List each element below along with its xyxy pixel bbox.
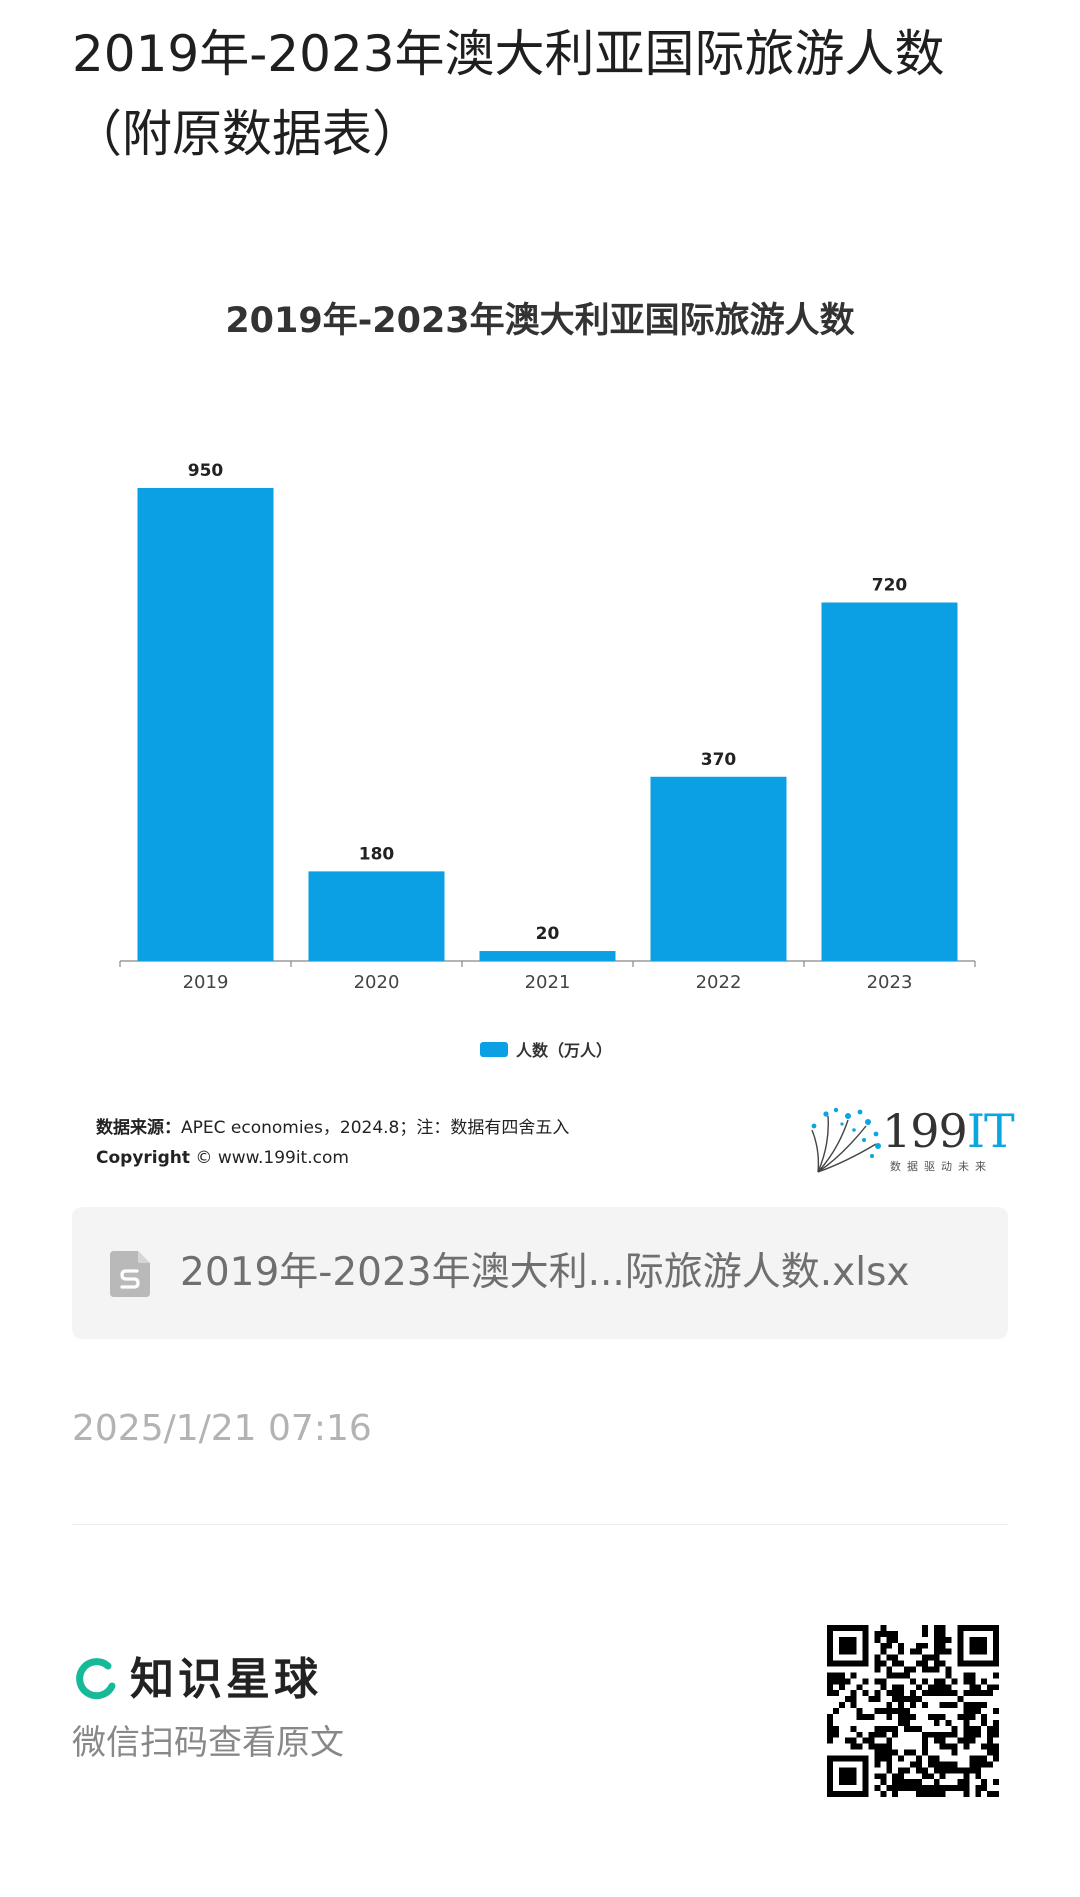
post-timestamp: 2025/1/21 07:16 bbox=[72, 1408, 372, 1449]
logo-wordmark: 199IT bbox=[882, 1104, 1015, 1158]
bar-2020 bbox=[308, 871, 445, 961]
x-tick-label-2020: 2020 bbox=[354, 972, 400, 993]
zsxq-logo-icon bbox=[76, 1658, 116, 1700]
scan-instruction: 微信扫码查看原文 bbox=[72, 1723, 344, 1763]
logo-199it: 199IT 数据驱动未来 bbox=[808, 1100, 1015, 1180]
bar-2019 bbox=[137, 488, 274, 961]
bar-2021 bbox=[479, 951, 616, 961]
divider bbox=[72, 1524, 1008, 1525]
data-label-2019: 950 bbox=[188, 461, 224, 481]
logo-dandelion-icon bbox=[811, 1107, 881, 1173]
data-label-2021: 20 bbox=[536, 924, 560, 944]
brand-name: 知识星球 bbox=[130, 1654, 322, 1705]
copyright-label: Copyright bbox=[96, 1148, 191, 1168]
data-label-2022: 370 bbox=[701, 750, 737, 770]
source-note: 数据来源：APEC economies，2024.8；注：数据有四舍五入 Cop… bbox=[96, 1113, 569, 1173]
data-label-2020: 180 bbox=[359, 844, 395, 864]
bar-chart: 2019年-2023年澳大利亚国际旅游人数 950 2019 180 2020 20 202… bbox=[0, 280, 1080, 1080]
legend-swatch bbox=[480, 1042, 508, 1057]
qr-code-icon[interactable] bbox=[827, 1625, 999, 1797]
attachment-file-name: 2019年-2023年澳大利...际旅游人数.xlsx bbox=[180, 1250, 910, 1295]
source-label: 数据来源： bbox=[96, 1118, 181, 1138]
x-tick-label-2022: 2022 bbox=[696, 972, 742, 993]
source-text: APEC economies，2024.8；注：数据有四舍五入 bbox=[181, 1118, 570, 1138]
x-tick-label-2021: 2021 bbox=[525, 972, 571, 993]
legend-label: 人数（万人） bbox=[516, 1041, 612, 1060]
bar-2022 bbox=[650, 776, 787, 961]
x-tick-label-2023: 2023 bbox=[867, 972, 913, 993]
attachment-card[interactable]: 2019年-2023年澳大利...际旅游人数.xlsx bbox=[72, 1207, 1008, 1339]
bar-2023 bbox=[821, 602, 958, 961]
page-title: 2019年-2023年澳大利亚国际旅游人数（附原数据表） bbox=[72, 25, 945, 163]
copyright-text: © www.199it.com bbox=[195, 1148, 349, 1168]
chart-canvas: 2019年-2023年澳大利亚国际旅游人数9502019180202020202… bbox=[119, 301, 976, 1060]
x-tick-label-2019: 2019 bbox=[183, 972, 229, 993]
spreadsheet-file-icon bbox=[110, 1251, 150, 1297]
chart-title: 2019年-2023年澳大利亚国际旅游人数 bbox=[225, 301, 854, 341]
logo-tagline: 数据驱动未来 bbox=[890, 1160, 992, 1173]
data-label-2023: 720 bbox=[872, 576, 908, 596]
